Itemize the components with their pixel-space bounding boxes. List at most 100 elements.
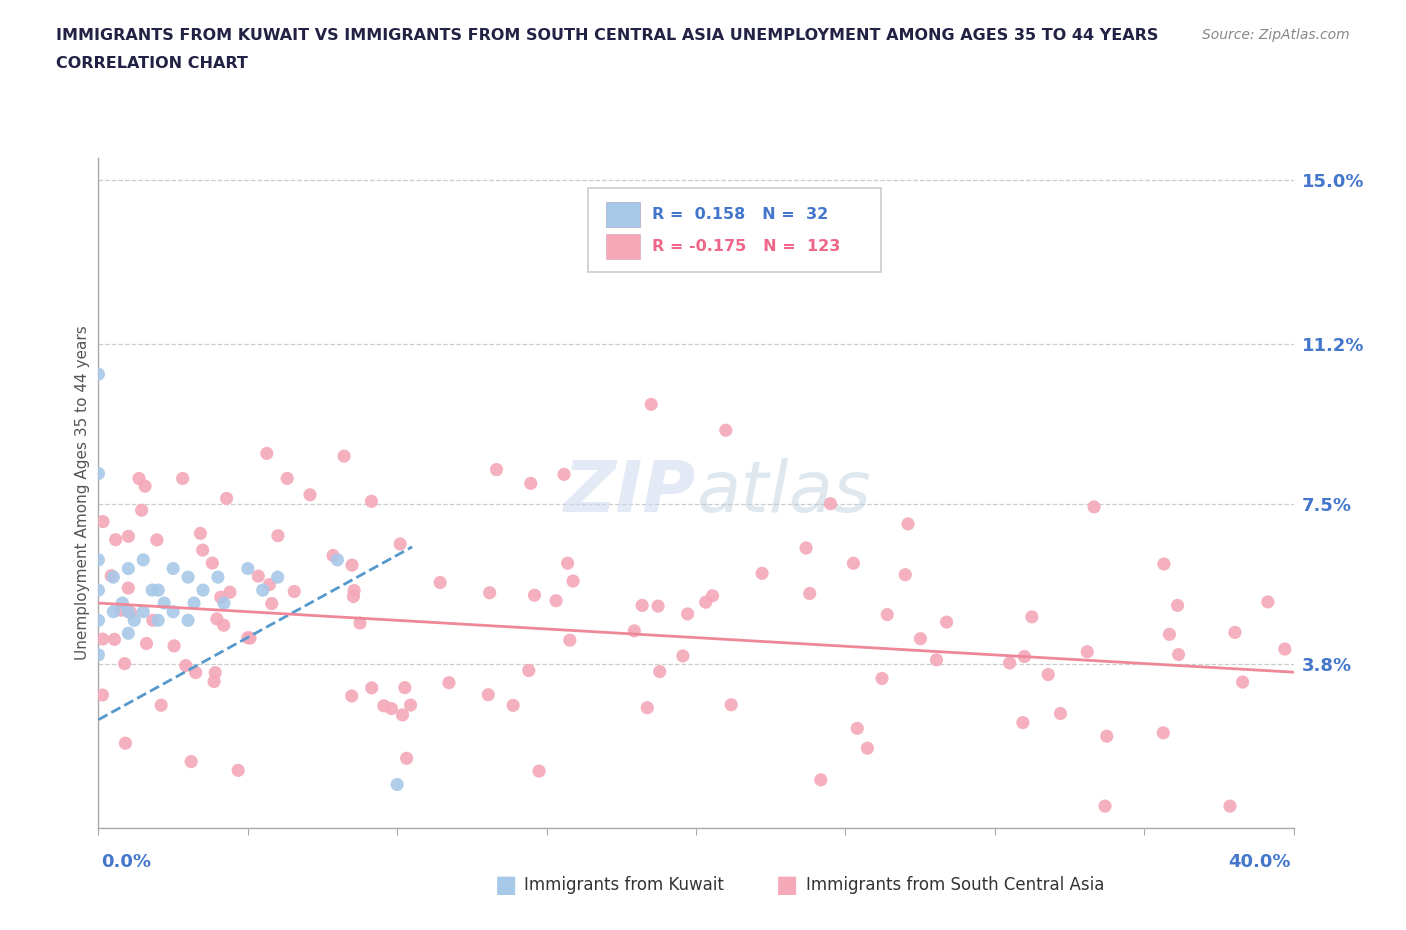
Point (527, 764, 550, 778)
Point (150, 698, 173, 712)
Text: atlas: atlas (696, 458, 870, 527)
Point (142, 613, 165, 628)
Text: 40.0%: 40.0% (1229, 853, 1291, 870)
Point (751, 565, 773, 580)
Point (1012, 715, 1035, 730)
Point (695, 595, 717, 610)
Point (180, 754, 202, 769)
Point (389, 537, 412, 551)
Text: Immigrants from Kuwait: Immigrants from Kuwait (524, 876, 724, 895)
Point (437, 675, 460, 690)
Point (201, 555, 224, 570)
Point (91, 687, 114, 702)
Point (215, 491, 238, 506)
Point (247, 569, 270, 584)
Point (799, 586, 821, 601)
Point (1153, 556, 1175, 571)
Point (146, 533, 169, 548)
Point (648, 664, 671, 679)
Point (399, 698, 422, 712)
Point (333, 448, 356, 463)
Text: Source: ZipAtlas.com: Source: ZipAtlas.com (1202, 28, 1350, 42)
Point (478, 585, 501, 600)
Point (343, 583, 366, 598)
Point (91, 631, 114, 646)
Point (485, 462, 508, 477)
Point (631, 598, 654, 613)
Point (676, 606, 699, 621)
Point (1014, 649, 1036, 664)
Point (340, 558, 363, 573)
Point (558, 632, 581, 647)
Point (87, 552, 110, 567)
Point (870, 671, 893, 686)
Point (1257, 594, 1279, 609)
Point (134, 479, 156, 494)
Point (998, 656, 1021, 671)
Point (236, 561, 259, 576)
Point (349, 616, 371, 631)
Point (846, 721, 869, 736)
Point (714, 423, 737, 438)
Point (360, 494, 382, 509)
Point (373, 698, 395, 713)
Point (1038, 667, 1060, 682)
Point (856, 741, 879, 756)
Point (517, 663, 540, 678)
Point (894, 567, 917, 582)
Point (148, 613, 170, 628)
Point (391, 708, 413, 723)
Point (519, 476, 541, 491)
Point (636, 700, 658, 715)
Point (1094, 799, 1116, 814)
Point (267, 528, 290, 543)
Point (342, 589, 364, 604)
Point (322, 548, 344, 563)
Point (1167, 598, 1189, 613)
Point (91, 514, 114, 529)
Point (502, 698, 524, 712)
Point (135, 636, 157, 651)
Point (117, 604, 139, 619)
Text: ZIP: ZIP (564, 458, 696, 527)
Point (87, 647, 110, 662)
Point (876, 607, 898, 622)
Point (252, 583, 274, 598)
Point (380, 701, 402, 716)
Point (553, 467, 575, 482)
Text: R =  0.158   N =  32: R = 0.158 N = 32 (652, 206, 828, 222)
Point (111, 595, 134, 610)
Point (204, 665, 226, 680)
Point (623, 623, 645, 638)
Point (256, 446, 278, 461)
Point (702, 589, 724, 604)
Point (1167, 647, 1189, 662)
Point (191, 583, 214, 598)
Point (276, 471, 298, 485)
Point (132, 552, 155, 567)
Point (647, 599, 669, 614)
Point (546, 593, 568, 608)
Text: R = -0.175   N =  123: R = -0.175 N = 123 (652, 239, 841, 254)
Point (163, 638, 186, 653)
Point (557, 556, 579, 571)
Bar (606, 233, 640, 259)
Point (191, 542, 214, 557)
Point (131, 503, 153, 518)
Point (212, 595, 235, 610)
Point (132, 604, 155, 619)
Point (1021, 609, 1043, 624)
Point (1159, 627, 1181, 642)
Point (842, 556, 865, 571)
Point (117, 626, 139, 641)
Text: ■: ■ (495, 873, 517, 897)
Point (672, 648, 695, 663)
Point (162, 561, 184, 576)
Point (103, 631, 125, 646)
Point (100, 568, 122, 583)
Point (87, 583, 110, 598)
Point (172, 471, 194, 485)
Point (1152, 725, 1174, 740)
Point (259, 578, 281, 592)
Point (720, 698, 742, 712)
